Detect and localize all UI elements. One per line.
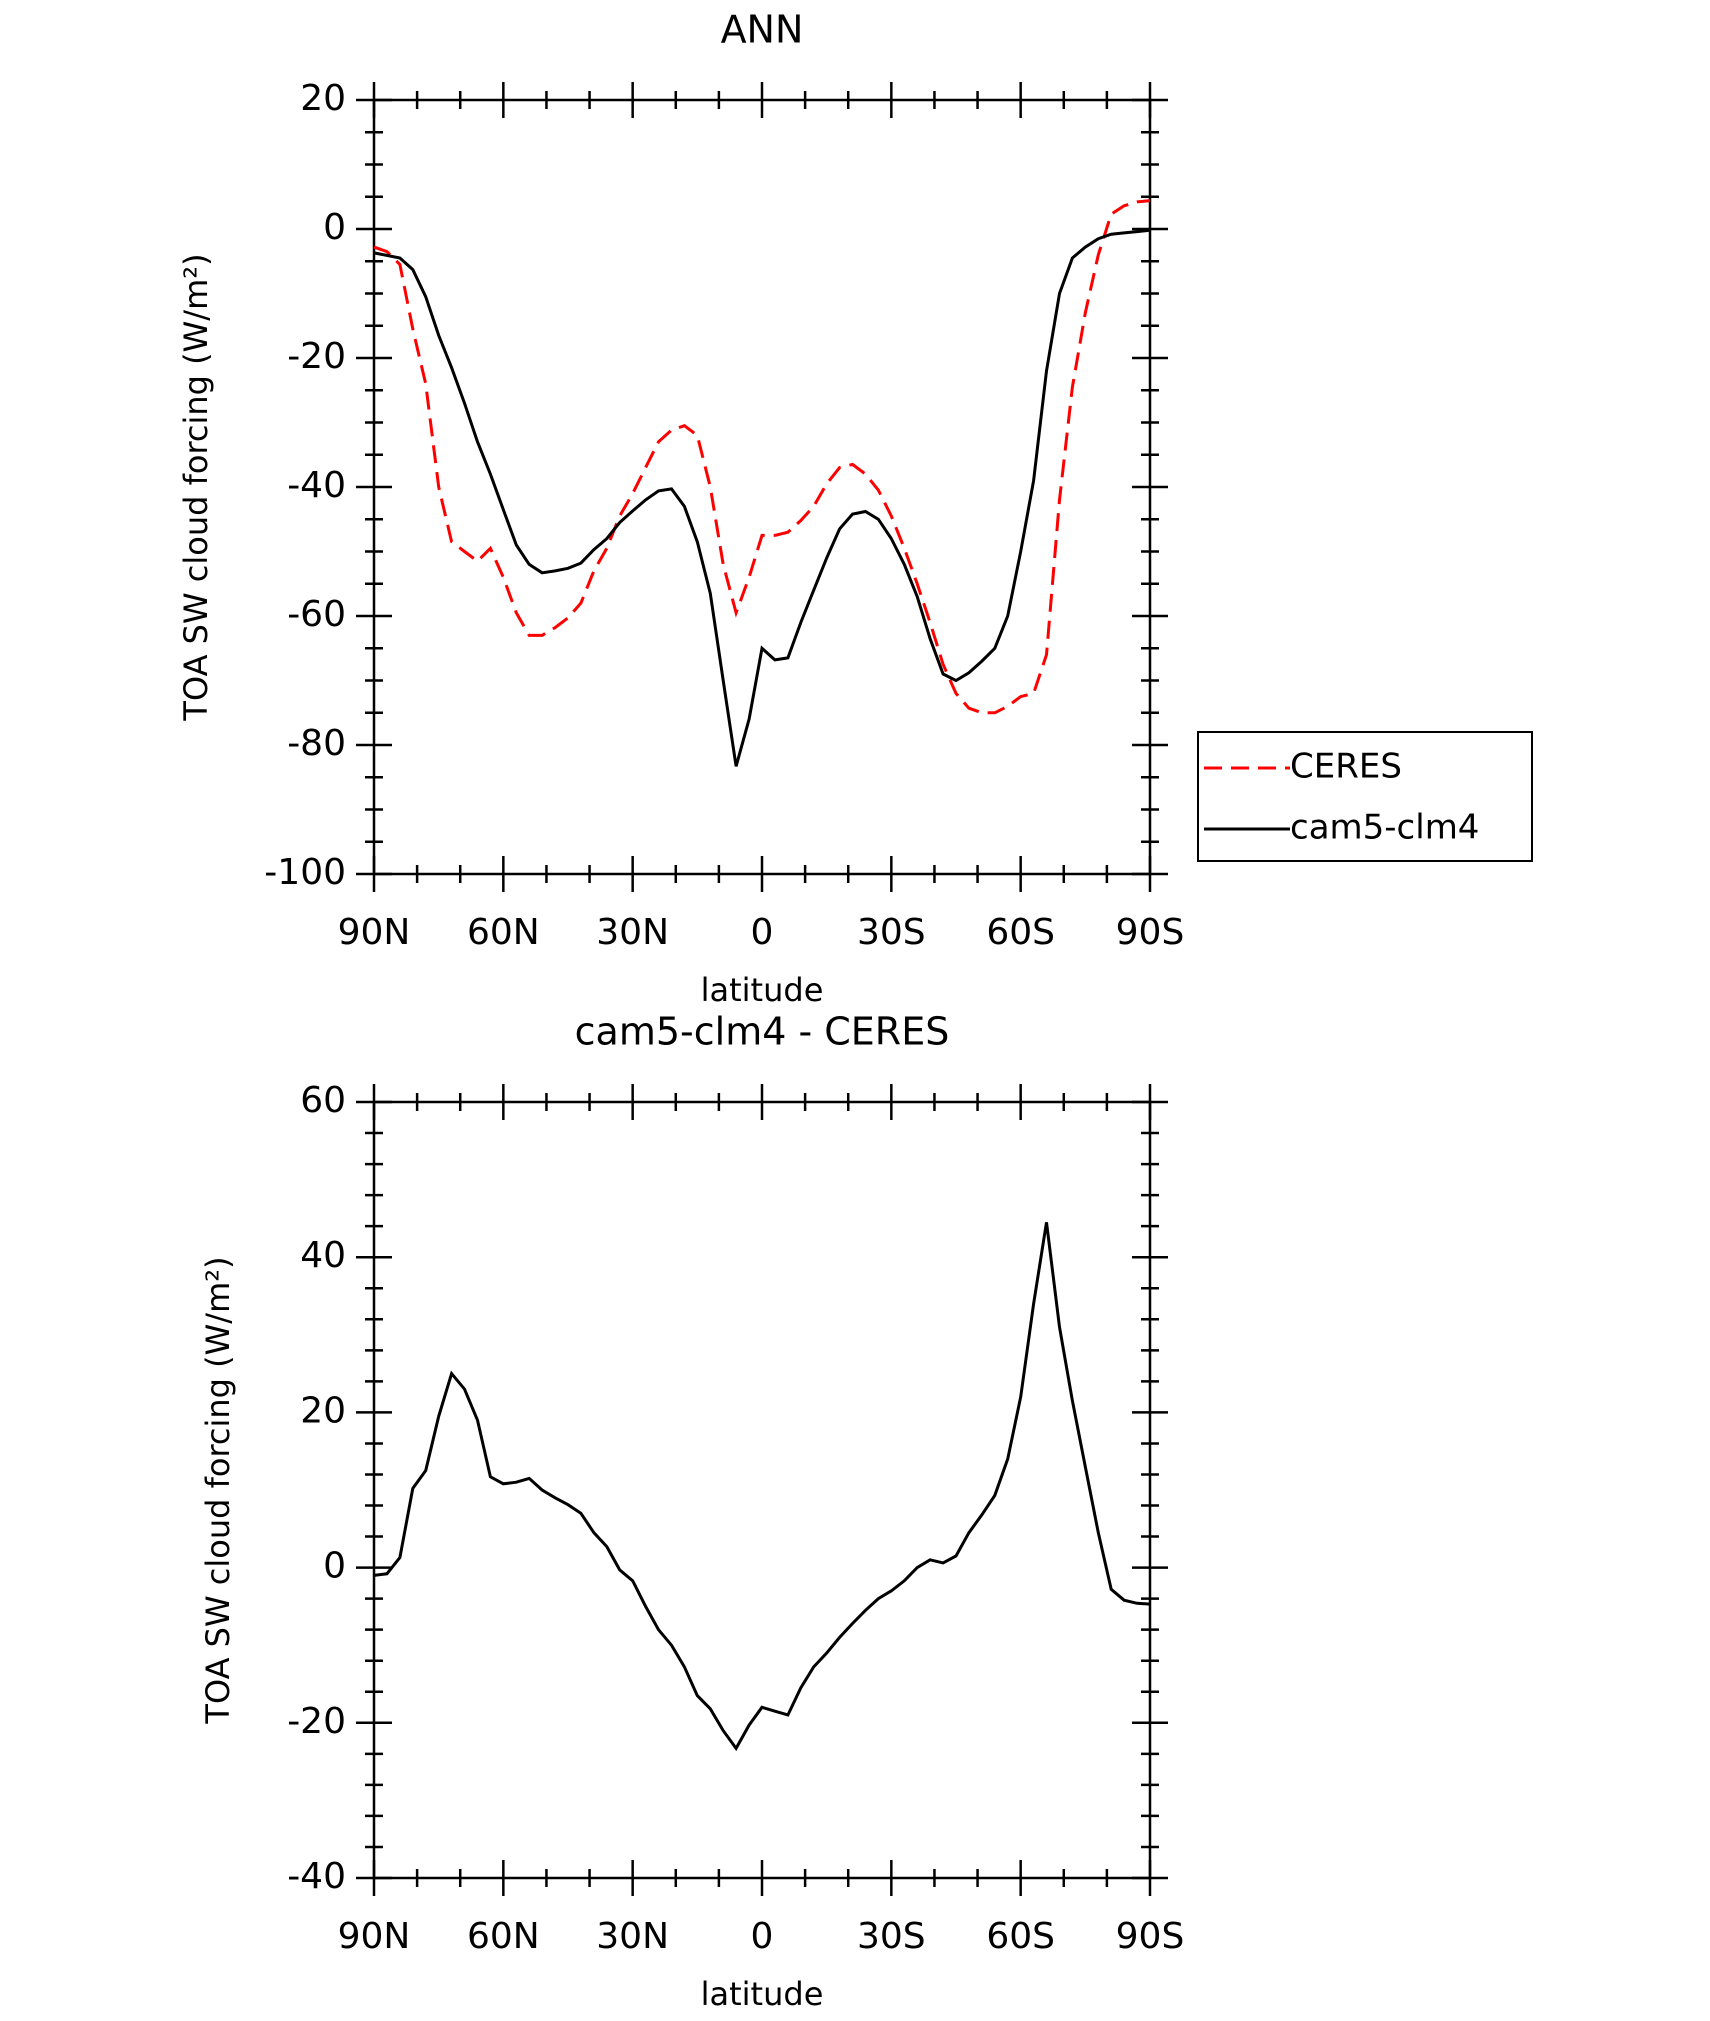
data-line (373, 228, 1151, 767)
panel: ANN -100 -80 -60 -40 -20 0 20 90N 60N 30N 0 30S 60S 90… (177, 8, 1533, 1009)
x-tick-label: 0 (751, 912, 774, 953)
y-tick-label: -20 (287, 336, 346, 377)
x-tick-label: 60S (986, 1916, 1055, 1957)
y-tick-label: 60 (300, 1080, 346, 1121)
legend-box (1197, 731, 1533, 862)
y-tick-label: 40 (300, 1235, 346, 1276)
x-tick-label: 90N (338, 912, 411, 953)
panel: cam5-clm4 - CERES -40 -20 0 20 40 60 90N 60N 30N 0… (199, 1010, 1184, 2014)
chart-title: ANN (721, 8, 804, 52)
y-tick-label: 20 (300, 1390, 346, 1431)
plot-frame (372, 1100, 1152, 1880)
x-tick-label: 0 (751, 1916, 774, 1957)
x-tick-label: 60N (467, 1916, 540, 1957)
y-tick-label: -40 (287, 1856, 346, 1897)
x-tick-label: 90S (1116, 1916, 1185, 1957)
y-tick-label: 20 (300, 78, 346, 119)
x-tick-label: 90N (338, 1916, 411, 1957)
x-axis-label: latitude (701, 971, 824, 1009)
x-tick-label: 60S (986, 912, 1055, 953)
y-tick-label: -40 (287, 465, 346, 506)
y-axis-label: TOA SW cloud forcing (W/m²) (199, 1256, 237, 1724)
y-tick-label: 0 (323, 207, 346, 248)
x-tick-label: 30N (596, 912, 669, 953)
chart-title: cam5-clm4 - CERES (575, 1010, 950, 1054)
y-tick-label: -60 (287, 594, 346, 635)
y-axis-label: TOA SW cloud forcing (W/m²) (177, 253, 215, 721)
data-line (373, 1222, 1151, 1752)
legend-label: CERES (1290, 747, 1402, 787)
y-tick-label: -20 (287, 1701, 346, 1742)
x-tick-label: 60N (467, 912, 540, 953)
data-line (373, 199, 1151, 715)
x-tick-label: 30S (857, 1916, 926, 1957)
x-tick-label: 90S (1116, 912, 1185, 953)
x-axis-label: latitude (701, 1975, 824, 2013)
y-tick-label: 0 (323, 1546, 346, 1587)
x-tick-label: 30N (596, 1916, 669, 1957)
y-tick-label: -100 (264, 852, 346, 893)
x-tick-label: 30S (857, 912, 926, 953)
y-tick-label: -80 (287, 723, 346, 764)
legend-label: cam5-clm4 (1290, 808, 1479, 848)
